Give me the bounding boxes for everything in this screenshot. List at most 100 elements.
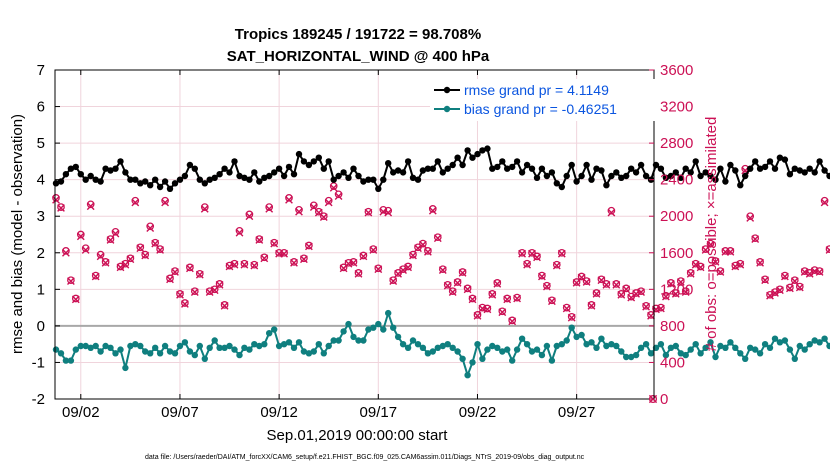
- bias-point: [87, 344, 94, 351]
- obs-assimilated-point: [260, 254, 269, 263]
- obs-assimilated-point: [686, 269, 695, 278]
- chart-subtitle: SAT_HORIZONTAL_WIND @ 400 hPa: [227, 48, 490, 65]
- obs-possible-point: [161, 196, 169, 205]
- obs-possible-point: [220, 301, 229, 309]
- obs-assimilated-point: [215, 280, 224, 289]
- obs-possible-point: [190, 287, 199, 296]
- rmse-point: [628, 165, 635, 172]
- obs-assimilated-point: [146, 224, 155, 232]
- obs-assimilated-point: [131, 198, 140, 207]
- obs-possible-point: [270, 238, 279, 247]
- rmse-point: [424, 165, 432, 172]
- obs-possible-point: [210, 285, 219, 294]
- rmse-point: [122, 169, 129, 176]
- rmse-point: [533, 174, 541, 181]
- obs-possible-point: [751, 234, 760, 243]
- obs-assimilated-point: [71, 295, 80, 304]
- legend-box: [430, 79, 656, 121]
- rmse-point: [206, 176, 213, 183]
- obs-assimilated-point: [488, 290, 497, 299]
- bias-point: [191, 351, 198, 359]
- x-tick-label: 09/22: [459, 404, 497, 421]
- rmse-point: [280, 172, 288, 180]
- rmse-point: [62, 171, 70, 178]
- obs-assimilated-point: [126, 255, 135, 264]
- rmse-point: [538, 165, 546, 172]
- obs-possible-point: [314, 207, 323, 216]
- obs-possible-point: [141, 250, 150, 259]
- rmse-point: [67, 165, 75, 172]
- bias-point: [791, 355, 798, 362]
- bias-point: [727, 339, 734, 346]
- rmse-point: [147, 182, 154, 189]
- bias-point: [474, 341, 481, 348]
- tick-marks: [55, 69, 654, 400]
- bias-point: [161, 342, 169, 350]
- rmse-point: [320, 165, 327, 172]
- y-right-tick-label: 400: [660, 354, 685, 371]
- obs-possible-point: [409, 250, 417, 259]
- obs-possible-point: [438, 265, 447, 274]
- bias-point: [107, 344, 114, 351]
- bias-point: [82, 342, 89, 350]
- obs-assimilated-point: [766, 291, 774, 300]
- rmse-point: [816, 158, 823, 165]
- obs-possible-point: [642, 301, 650, 310]
- rmse-point: [563, 172, 570, 180]
- bias-series: [52, 309, 830, 379]
- rmse-point: [796, 167, 803, 174]
- bias-point: [315, 341, 322, 348]
- rmse-point: [409, 174, 417, 181]
- obs-possible-point: [746, 212, 755, 221]
- obs-possible-point: [756, 258, 764, 266]
- bias-point: [380, 326, 387, 333]
- rmse-point: [305, 161, 313, 169]
- obs-assimilated-point: [453, 279, 462, 287]
- rmse-point: [558, 183, 565, 191]
- obs-assimilated-point: [493, 280, 502, 288]
- bias-point: [732, 344, 739, 351]
- bias-point: [102, 342, 109, 350]
- obs-assimilated-point: [81, 246, 90, 254]
- obs-assimilated-point: [91, 272, 100, 281]
- obs-possible-point: [622, 284, 631, 293]
- obs-assimilated-point: [419, 240, 427, 249]
- y-tick-label: -2: [32, 391, 45, 408]
- bias-point: [459, 355, 466, 362]
- obs-assimilated-point: [637, 288, 645, 296]
- obs-assimilated-point: [691, 260, 700, 269]
- obs-possible-point: [255, 235, 264, 243]
- bias-point: [186, 348, 194, 355]
- obs-possible-point: [235, 226, 244, 235]
- obs-possible-point: [146, 222, 155, 231]
- rmse-point: [360, 178, 367, 185]
- obs-assimilated-point: [662, 292, 670, 301]
- bias-point: [226, 342, 233, 350]
- y-axis-label: rmse and bias (model - observation): [9, 114, 26, 354]
- obs-assimilated-point: [607, 208, 616, 217]
- bias-point: [251, 341, 258, 348]
- bias-point: [325, 342, 332, 350]
- bias-point: [717, 342, 724, 350]
- rmse-point: [479, 147, 486, 154]
- bias-point: [137, 342, 144, 350]
- bias-point: [707, 339, 714, 346]
- bias-point: [275, 342, 283, 350]
- bias-point: [345, 320, 352, 328]
- rmse-point: [687, 169, 694, 176]
- obs-possible-point: [458, 268, 467, 276]
- bias-point: [509, 357, 516, 364]
- rmse-point: [399, 169, 407, 176]
- bias-point: [181, 339, 189, 346]
- legend-bias-label: bias grand pr = -0.46251: [464, 101, 617, 117]
- rmse-point: [826, 172, 830, 180]
- obs-assimilated-point: [186, 264, 194, 273]
- bias-point: [72, 346, 80, 353]
- y-right-tick-label: 1600: [660, 245, 693, 262]
- rmse-point: [117, 158, 124, 165]
- rmse-point: [261, 174, 268, 181]
- rmse-point: [335, 172, 342, 180]
- bias-point: [216, 344, 223, 351]
- rmse-point: [325, 158, 332, 165]
